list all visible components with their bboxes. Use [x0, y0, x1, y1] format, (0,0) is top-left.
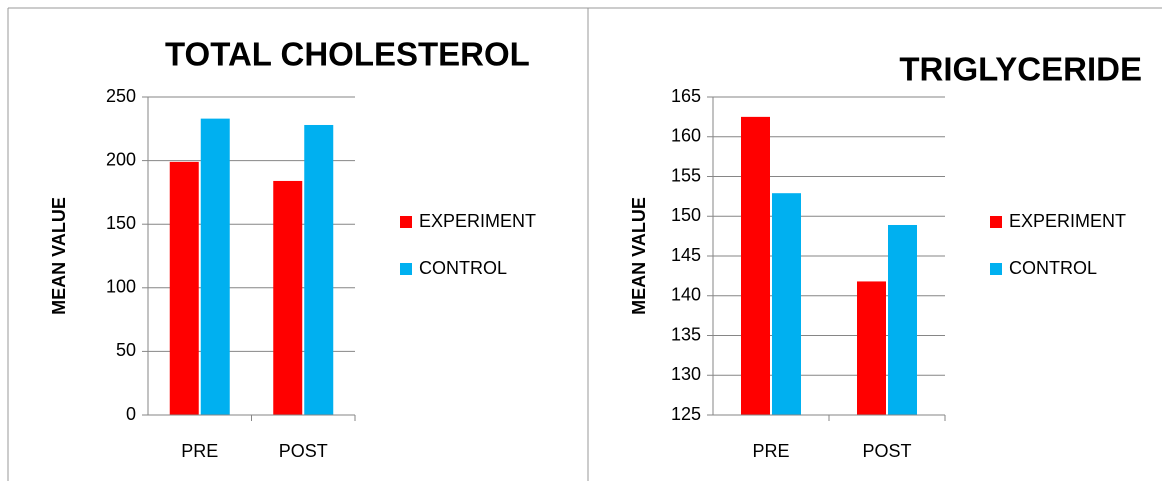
bar [857, 281, 886, 415]
y-axis-label: MEAN VALUE [629, 197, 649, 315]
y-tick-label: 0 [126, 404, 136, 424]
y-tick-label: 250 [106, 86, 136, 106]
bar [772, 193, 801, 415]
y-tick-label: 160 [671, 126, 701, 146]
x-tick-label: POST [279, 441, 328, 461]
y-tick-label: 125 [671, 404, 701, 424]
y-tick-label: 150 [671, 205, 701, 225]
x-tick-label: POST [862, 441, 911, 461]
legend-label: CONTROL [1009, 258, 1097, 278]
x-tick-label: PRE [752, 441, 789, 461]
bar [200, 118, 230, 416]
y-tick-label: 145 [671, 245, 701, 265]
legend-label: EXPERIMENT [419, 211, 536, 231]
bar [741, 116, 770, 415]
y-tick-label: 200 [106, 149, 136, 169]
x-tick-label: PRE [181, 441, 218, 461]
y-tick-label: 130 [671, 364, 701, 384]
y-tick-label: 50 [116, 340, 136, 360]
y-tick-label: 150 [106, 213, 136, 233]
legend-swatch [400, 216, 412, 228]
y-tick-label: 100 [106, 277, 136, 297]
legend-label: EXPERIMENT [1009, 211, 1126, 231]
chart-title: TRIGLYCERIDE [899, 51, 1142, 88]
y-tick-label: 135 [671, 324, 701, 344]
bar [888, 224, 917, 415]
y-tick-label: 140 [671, 285, 701, 305]
legend-swatch [400, 263, 412, 275]
bar [304, 124, 334, 415]
legend-label: CONTROL [419, 258, 507, 278]
bar [273, 180, 303, 415]
legend-swatch [990, 263, 1002, 275]
y-tick-label: 165 [671, 86, 701, 106]
bar [169, 161, 199, 415]
legend-swatch [990, 216, 1002, 228]
y-axis-label: MEAN VALUE [49, 197, 69, 315]
chart-title: TOTAL CHOLESTEROL [165, 36, 530, 73]
y-tick-label: 155 [671, 165, 701, 185]
